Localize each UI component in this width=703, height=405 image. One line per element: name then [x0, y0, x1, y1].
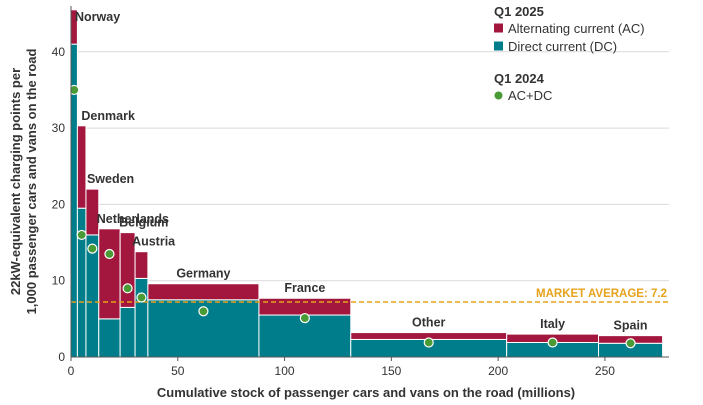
q1-2024-marker-austria [136, 292, 147, 303]
y-tick-label-30: 30 [52, 121, 66, 135]
x-tick-label-150: 150 [381, 364, 401, 378]
y-axis-title-line-1: 22kW-equivalent charging points per [8, 68, 23, 295]
legend-swatch-ac-dc [494, 91, 503, 100]
country-label-sweden: Sweden [87, 172, 134, 186]
legend-label-direct-current-dc: Direct current (DC) [508, 39, 617, 54]
country-label-denmark: Denmark [81, 109, 135, 123]
y-tick-label-20: 20 [52, 197, 66, 211]
y-tick-label-0: 0 [58, 350, 65, 364]
q1-2024-marker-belgium [122, 283, 133, 294]
q1-2024-marker-germany [198, 306, 209, 317]
q1-2024-marker-spain [625, 338, 636, 349]
legend: Q1 2025 Alternating current (AC) Direct cu… [494, 4, 645, 103]
bar-ac-austria [134, 251, 149, 279]
legend-label-alternating-current-ac: Alternating current (AC) [508, 21, 645, 36]
q1-2024-marker-netherlands [104, 248, 115, 260]
country-label-germany: Germany [176, 267, 230, 281]
bar-dc-belgium [119, 306, 136, 358]
y-tick-label-40: 40 [52, 45, 66, 59]
q1-2024-marker-france [299, 312, 310, 324]
legend-swatch-direct-current-dc [494, 41, 503, 51]
q1-2024-marker-other [423, 337, 434, 348]
country-label-belgium: Belgium [119, 216, 168, 230]
country-label-norway: Norway [75, 10, 120, 24]
q1-2024-marker-norway [69, 84, 80, 96]
bar-dc-netherlands [98, 318, 121, 358]
bar-ac-netherlands [98, 228, 121, 320]
country-label-france: France [284, 281, 325, 295]
market-average-label: MARKET AVERAGE: 7.2 [536, 288, 667, 300]
bar-ac-germany [147, 283, 260, 301]
legend-label-ac-dc: AC+DC [508, 88, 552, 103]
legend-title-2: Q1 2024 [494, 71, 545, 86]
legend-title-1: Q1 2025 [494, 4, 544, 19]
gridlines [71, 51, 669, 282]
q1-2024-marker-italy [547, 337, 558, 348]
bar-dc-austria [134, 277, 149, 358]
country-label-spain: Spain [614, 319, 648, 333]
bar-ac-denmark [76, 125, 87, 209]
x-tick-label-50: 50 [171, 364, 185, 378]
x-tick-label-250: 250 [595, 364, 615, 378]
x-tick-label-200: 200 [488, 364, 508, 378]
country-label-italy: Italy [540, 317, 565, 331]
country-label-austria: Austria [132, 235, 176, 249]
x-axis-title: Cumulative stock of passenger cars and v… [157, 385, 575, 400]
y-axis-title: 22kW-equivalent charging points per1,000… [8, 48, 39, 314]
axes: 0 50 100 150 200 250 0 10 20 30 40 Cumulative stock… [8, 6, 669, 400]
x-tick-label-0: 0 [68, 364, 75, 378]
bars [70, 9, 664, 358]
q1-2024-marker-sweden [87, 243, 98, 254]
bar-ac-sweden [85, 188, 100, 236]
bar-ac-france [258, 297, 352, 316]
country-label-netherlands: Netherlands [97, 212, 169, 226]
q1-2024-markers [69, 84, 636, 349]
y-axis-title-line-2: 1,000 passenger cars and vans on the roa… [24, 48, 39, 314]
x-tick-label-100: 100 [275, 364, 295, 378]
legend-swatch-alternating-current-ac [494, 23, 503, 33]
y-tick-label-10: 10 [52, 274, 66, 288]
market-average: MARKET AVERAGE: 7.2 [71, 288, 669, 303]
q1-2024-marker-denmark [76, 229, 87, 241]
country-label-other: Other [412, 316, 445, 330]
